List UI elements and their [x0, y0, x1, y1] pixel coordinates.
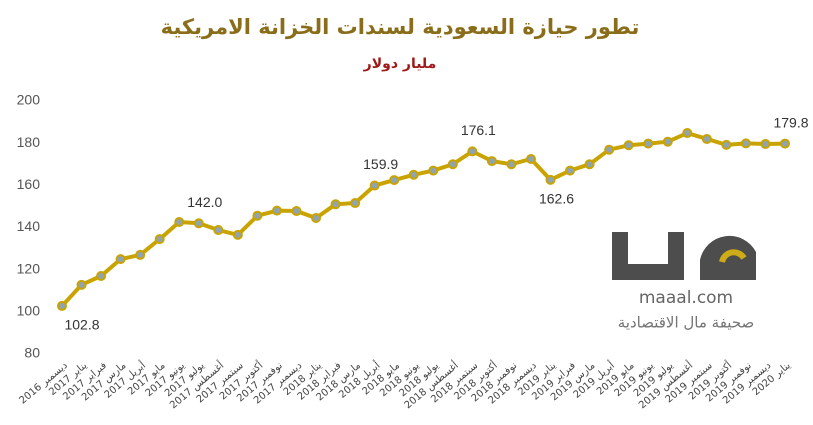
marker [780, 138, 790, 149]
marker [682, 128, 693, 139]
value-label: 162.6 [539, 191, 574, 207]
value-label: 142.0 [187, 194, 222, 210]
marker [428, 165, 439, 176]
y-tick-label: 80 [24, 345, 40, 361]
marker [525, 153, 536, 164]
marker [193, 218, 204, 229]
y-tick-label: 200 [17, 92, 41, 108]
marker [486, 156, 497, 167]
chart-title: تطور حيازة السعودية لسندات الخزانة الامر… [161, 15, 640, 39]
marker [213, 225, 224, 236]
marker [96, 270, 107, 281]
marker [545, 174, 556, 185]
value-label: 179.8 [773, 114, 808, 130]
y-tick-label: 120 [17, 260, 41, 276]
marker [135, 249, 146, 260]
y-tick-label: 100 [17, 303, 41, 319]
value-label: 176.1 [461, 122, 496, 138]
marker [115, 254, 126, 265]
marker [57, 300, 67, 311]
logo-name: صحيفة مال الاقتصادية [618, 314, 755, 332]
value-label: 102.8 [64, 317, 99, 333]
marker [76, 279, 87, 290]
marker [604, 144, 615, 155]
y-tick-label: 140 [17, 218, 41, 234]
marker [643, 138, 654, 149]
marker [467, 146, 478, 157]
marker [311, 213, 322, 224]
marker [565, 165, 576, 176]
marker [174, 217, 185, 228]
value-label: 159.9 [363, 156, 398, 172]
y-tick-label: 160 [17, 176, 41, 192]
marker [760, 139, 771, 150]
marker [408, 169, 419, 180]
marker [291, 206, 302, 217]
marker [389, 175, 400, 186]
marker [584, 159, 595, 170]
marker [369, 180, 380, 191]
marker [232, 229, 243, 240]
marker [154, 234, 165, 245]
marker [350, 198, 361, 209]
marker [271, 205, 282, 216]
marker [721, 139, 732, 150]
chart-subtitle: مليار دولار [363, 56, 437, 72]
marker [740, 138, 751, 149]
marker [701, 133, 712, 144]
logo: maaal.com صحيفة مال الاقتصادية [612, 232, 756, 332]
logo-site: maaal.com [639, 288, 733, 308]
marker [623, 140, 634, 151]
marker [506, 159, 517, 170]
marker [330, 199, 341, 210]
marker [662, 136, 673, 147]
marker [252, 210, 263, 221]
y-tick-label: 180 [17, 134, 41, 150]
marker [447, 159, 458, 170]
